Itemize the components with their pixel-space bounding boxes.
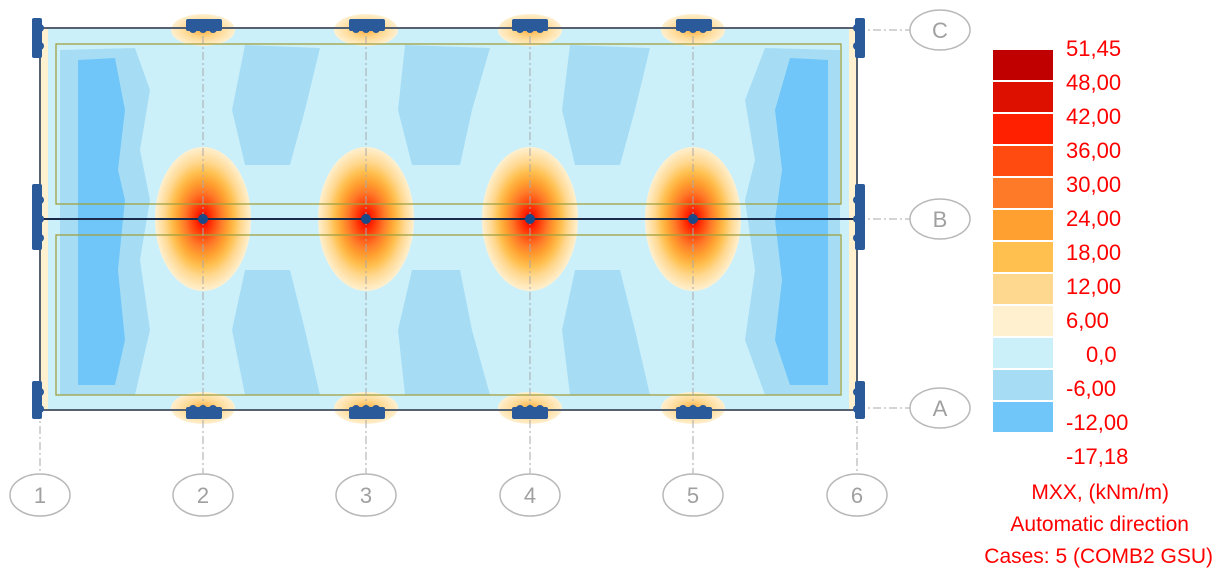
legend-label-4: 30,00	[1066, 172, 1122, 197]
axis-bubble-c[interactable]	[909, 9, 971, 51]
axis-label-5: 5	[687, 483, 699, 508]
legend-swatch-8	[993, 306, 1053, 338]
axis-label-4: 4	[524, 483, 536, 508]
legend-swatch-3	[993, 146, 1053, 178]
axis-label-6: 6	[851, 483, 863, 508]
legend-label-0: 51,45	[1066, 36, 1122, 61]
legend-swatch-6	[993, 242, 1053, 274]
axis-label-2: 2	[197, 483, 209, 508]
legend-label-6: 18,00	[1066, 240, 1122, 265]
neg-zone-span-3	[562, 45, 650, 165]
supports-top	[186, 19, 712, 33]
neg-zone-span-2	[398, 45, 490, 165]
axis-label-3: 3	[360, 483, 372, 508]
legend-label-3: 36,00	[1066, 138, 1122, 163]
legend-swatch-1	[993, 82, 1053, 114]
axis-bubble-a[interactable]	[909, 387, 971, 429]
supports-sides	[32, 18, 865, 419]
axis-bubble-3[interactable]	[335, 473, 397, 517]
legend-label-7: 12,00	[1066, 274, 1122, 299]
axis-label-a: A	[933, 396, 948, 421]
row-axis-bubbles: C B A	[909, 9, 971, 429]
result-direction-label: Automatic direction	[1010, 513, 1189, 536]
legend-swatch-5	[993, 210, 1053, 242]
result-cases-label: Cases: 5 (COMB2 GSU)	[984, 545, 1213, 568]
legend-label-8: 6,00	[1066, 308, 1109, 333]
neg-zone-right-core	[775, 58, 828, 385]
result-quantity-label: MXX, (kNm/m)	[1031, 481, 1169, 504]
axis-bubble-1[interactable]	[9, 473, 71, 517]
axis-label-1: 1	[34, 483, 46, 508]
inner-outline-top	[55, 43, 842, 205]
legend-swatch-2	[993, 114, 1053, 146]
legend-swatch-0	[993, 50, 1053, 82]
legend-swatch-9	[993, 338, 1053, 370]
grid-lines-horizontal	[857, 29, 910, 409]
neg-zone-span-1	[232, 45, 320, 165]
legend-swatch-7	[993, 274, 1053, 306]
neg-zone-span-3b	[562, 270, 650, 395]
neg-zone-span-2b	[398, 270, 490, 395]
legend-label-2: 42,00	[1066, 104, 1122, 129]
neg-zone-left-core	[78, 58, 125, 385]
legend-label-9: 0,0	[1086, 342, 1117, 367]
legend-swatch-11	[993, 402, 1053, 434]
axis-bubble-6[interactable]	[826, 473, 888, 517]
axis-bubble-2[interactable]	[172, 473, 234, 517]
axis-bubble-4[interactable]	[499, 473, 561, 517]
legend-label-10: -6,00	[1066, 376, 1117, 401]
axis-label-b: B	[933, 207, 948, 232]
supports-bottom	[186, 405, 712, 419]
legend-label-1: 48,00	[1066, 70, 1122, 95]
legend-label-5: 24,00	[1066, 206, 1122, 231]
axis-label-c: C	[932, 18, 948, 43]
inner-outline-bottom	[55, 234, 842, 396]
legend-swatch-10	[993, 370, 1053, 402]
legend-swatch-4	[993, 178, 1053, 210]
legend-color-bar	[993, 50, 1053, 434]
axis-bubble-5[interactable]	[662, 473, 724, 517]
slab-contour-plot: 1 2 3 4 5 6 C B A	[9, 9, 971, 517]
legend-label-11: -12,00	[1066, 410, 1129, 435]
legend-label-12: -17,18	[1066, 444, 1129, 469]
grid-lines-vertical	[39, 20, 858, 475]
column-axis-bubbles: 1 2 3 4 5 6	[9, 473, 888, 517]
axis-bubble-b[interactable]	[909, 198, 971, 240]
column-nodes	[198, 214, 698, 224]
neg-zone-span-1b	[232, 270, 320, 395]
